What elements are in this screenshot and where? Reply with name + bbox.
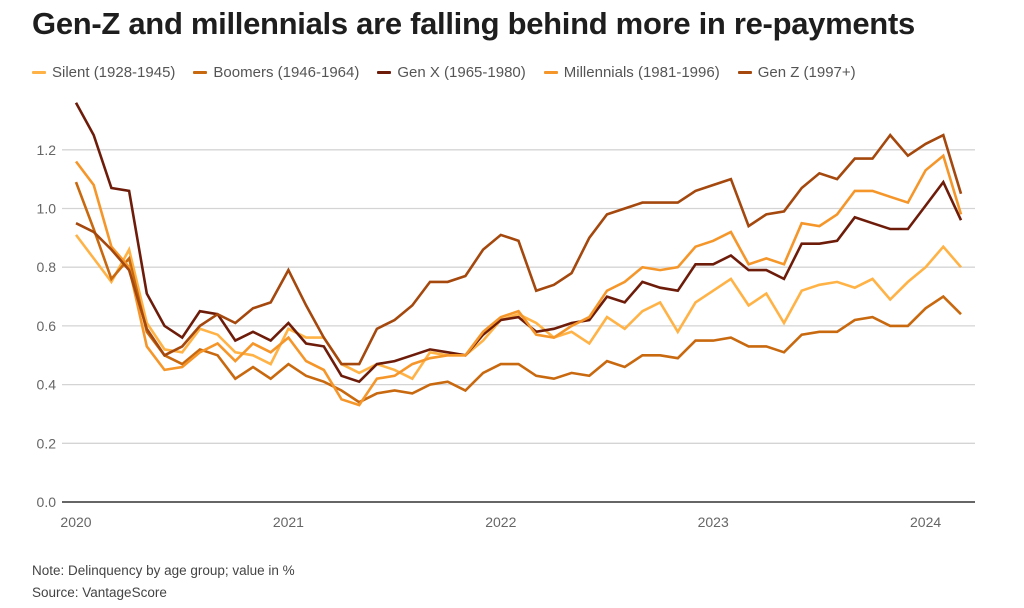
legend-label-boomers: Boomers (1946-1964) bbox=[213, 64, 360, 81]
legend: Silent (1928-1945) Boomers (1946-1964) G… bbox=[32, 64, 856, 81]
legend-label-gen-x: Gen X (1965-1980) bbox=[397, 64, 526, 81]
footnote: Note: Delinquency by age group; value in… bbox=[32, 563, 295, 578]
series-line-silent bbox=[74, 234, 962, 381]
y-tick-label: 0.4 bbox=[37, 377, 57, 393]
x-tick-label: 2022 bbox=[485, 514, 516, 530]
y-tick-label: 0.0 bbox=[37, 494, 57, 510]
legend-item-gen-z: Gen Z (1997+) bbox=[737, 64, 856, 81]
legend-label-silent: Silent (1928-1945) bbox=[52, 64, 176, 81]
y-tick-label: 0.8 bbox=[37, 259, 57, 275]
y-tick-label: 1.2 bbox=[37, 142, 57, 158]
legend-swatch-millennials bbox=[543, 71, 558, 74]
legend-item-boomers: Boomers (1946-1964) bbox=[193, 64, 359, 81]
x-tick-label: 2020 bbox=[60, 514, 91, 530]
y-tick-label: 0.2 bbox=[37, 435, 57, 451]
y-tick-label: 0.6 bbox=[37, 318, 57, 334]
chart-title: Gen-Z and millennials are falling behind… bbox=[32, 6, 915, 41]
source-note: Source: VantageScore bbox=[32, 585, 167, 600]
series-line-gen-x bbox=[74, 102, 963, 384]
x-tick-label: 2021 bbox=[273, 514, 304, 530]
legend-swatch-silent bbox=[32, 71, 46, 74]
x-tick-label: 2024 bbox=[910, 514, 941, 530]
legend-swatch-gen-x bbox=[377, 71, 392, 74]
legend-item-silent: Silent (1928-1945) bbox=[32, 64, 175, 81]
x-axis-ticks: 2020 2021 2022 2023 2024 bbox=[60, 514, 941, 530]
legend-item-millennials: Millennials (1981-1996) bbox=[543, 64, 720, 81]
series-line-gen-z bbox=[75, 133, 963, 366]
legend-swatch-boomers bbox=[193, 71, 208, 74]
series-line-millennials bbox=[74, 153, 963, 407]
y-tick-label: 1.0 bbox=[37, 201, 57, 217]
y-axis-ticks: 0.0 0.2 0.4 0.6 0.8 1.0 1.2 bbox=[37, 142, 57, 510]
series-line-boomers bbox=[74, 181, 962, 404]
x-tick-label: 2023 bbox=[698, 514, 729, 530]
gridlines bbox=[62, 149, 975, 503]
legend-swatch-gen-z bbox=[737, 71, 752, 74]
legend-item-gen-x: Gen X (1965-1980) bbox=[377, 64, 526, 81]
legend-label-gen-z: Gen Z (1997+) bbox=[757, 64, 856, 81]
legend-label-millennials: Millennials (1981-1996) bbox=[563, 64, 720, 81]
series-lines bbox=[74, 102, 963, 407]
